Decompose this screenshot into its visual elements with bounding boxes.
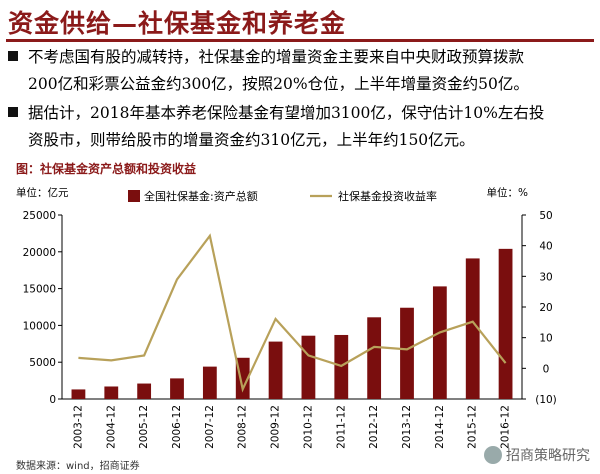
- y-left-tick-label: 0: [49, 394, 56, 406]
- line-return-rate: [78, 233, 507, 393]
- x-tick-label: 2009-12: [270, 405, 282, 449]
- bar-asset-total: [268, 341, 283, 399]
- slide-title: 资金供给—社保基金和养老金: [8, 9, 347, 38]
- x-tick-label: 2004-12: [105, 405, 117, 449]
- y-right-tick-label: 30: [539, 271, 552, 283]
- wechat-icon: [484, 446, 502, 464]
- bar-asset-total: [367, 317, 382, 399]
- y-left-tick-label: 10000: [23, 320, 56, 332]
- y-left-tick-label: 20000: [23, 247, 56, 259]
- figure-title: 图：社保基金资产总额和投资收益: [16, 162, 197, 176]
- bar-asset-total: [400, 307, 414, 399]
- y-left-tick-label: 15000: [23, 284, 56, 296]
- legend-bar-label: 全国社保基金:资产总额: [144, 189, 258, 203]
- bullet-1-line1: 不考虑国有股的减转持，社保基金的增量资金主要来自中央财政预算拨款: [28, 48, 525, 66]
- x-tick-label: 2012-12: [368, 405, 380, 449]
- x-tick-label: 2005-12: [138, 405, 150, 449]
- bar-asset-total: [432, 286, 447, 399]
- source-note: 数据来源：wind，招商证券: [16, 461, 140, 472]
- bullet-2-line2: 资股市，则带给股市的增量资金约310亿元，上半年约150亿元。: [28, 131, 475, 149]
- x-tick-label: 2011-12: [335, 405, 347, 449]
- y-left-tick-label: 5000: [29, 357, 56, 369]
- watermark: 招商策略研究: [484, 445, 590, 465]
- y-right-tick-label: (10): [535, 394, 557, 406]
- legend-bar-swatch: [128, 190, 140, 202]
- y-right-tick-label: 50: [539, 210, 552, 222]
- bullet-1-line2: 200亿和彩票公益金约300亿，按照20%仓位，上半年增量资金约50亿。: [28, 75, 529, 93]
- bullet-1: 不考虑国有股的减转持，社保基金的增量资金主要来自中央财政预算拨款 200亿和彩票…: [8, 44, 592, 98]
- bullet-square-icon: [8, 51, 18, 61]
- x-tick-label: 2013-12: [401, 405, 413, 449]
- x-tick-label: 2010-12: [302, 405, 314, 449]
- y-left-unit-label: 单位：亿元: [16, 186, 69, 199]
- bar-asset-total: [498, 248, 513, 399]
- y-right-tick-label: 40: [539, 241, 552, 253]
- bullet-2-line1: 据估计，2018年基本养老保险基金有望增加3100亿，保守估计10%左右投: [28, 104, 545, 122]
- x-tick-label: 2015-12: [467, 405, 479, 449]
- y-right-tick-label: 10: [539, 333, 552, 345]
- bar-asset-total: [170, 378, 184, 399]
- x-tick-label: 2003-12: [72, 405, 84, 449]
- x-tick-label: 2008-12: [237, 405, 249, 449]
- y-right-tick-label: 20: [539, 302, 552, 314]
- bullet-square-icon: [8, 107, 18, 117]
- bar-asset-total: [137, 383, 152, 399]
- legend-line-label: 社保基金投资收益率: [338, 189, 437, 203]
- y-left-tick-label: 25000: [23, 210, 56, 222]
- x-tick-label: 2016-12: [500, 405, 512, 449]
- bar-asset-total: [71, 389, 86, 399]
- watermark-text: 招商策略研究: [506, 448, 590, 464]
- x-tick-label: 2007-12: [204, 405, 216, 449]
- bar-asset-total: [202, 366, 217, 399]
- y-right-tick-label: 0: [543, 363, 550, 375]
- bar-asset-total: [104, 386, 119, 399]
- y-right-unit-label: 单位：%: [487, 186, 528, 199]
- bar-asset-total: [465, 258, 480, 399]
- x-tick-label: 2006-12: [171, 405, 183, 449]
- x-tick-label: 2014-12: [434, 405, 446, 449]
- bar-asset-total: [301, 335, 316, 399]
- bullet-2: 据估计，2018年基本养老保险基金有望增加3100亿，保守估计10%左右投 资股…: [8, 100, 592, 154]
- title-divider: [6, 39, 594, 42]
